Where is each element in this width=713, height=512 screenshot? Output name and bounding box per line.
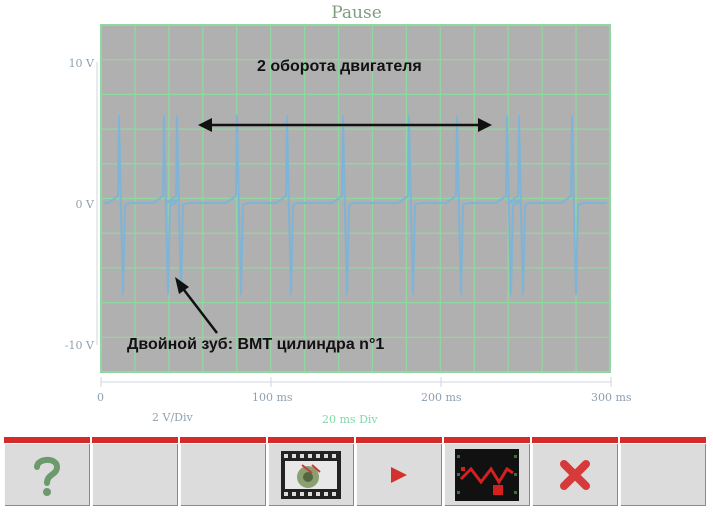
signal-trace [104,115,607,295]
x-label-200ms: 200 ms [421,391,462,404]
y-label-0v: 0 V [75,198,94,211]
span-arrow [198,118,492,132]
pointer-arrow [175,277,218,334]
annotation-double-tooth: Двойной зуб: ВМТ цилиндра n°1 [127,336,385,353]
time-per-div: 20 ms Div [322,413,378,426]
film-strip-icon [280,450,342,500]
toolbar-empty-button-2[interactable] [180,437,266,506]
close-x-icon [560,459,590,490]
y-label-minus10v: -10 V [64,339,94,352]
x-label-300ms: 300 ms [591,391,632,404]
bottom-toolbar [4,437,710,510]
trace-view-button[interactable] [444,437,530,506]
record-button[interactable] [268,437,354,506]
question-mark-icon [30,453,64,497]
screen-title: Pause [331,3,382,23]
oscilloscope-display [96,24,612,387]
x-label-0: 0 [97,391,104,404]
y-label-10v: 10 V [68,57,94,70]
waveform-screen-icon [455,448,519,501]
play-button[interactable] [356,437,442,506]
play-arrow-icon [389,466,409,484]
help-button[interactable] [4,437,90,506]
toolbar-empty-button-3[interactable] [620,437,706,506]
close-button[interactable] [532,437,618,506]
scope-frame [100,24,611,373]
x-label-100ms: 100 ms [252,391,293,404]
toolbar-empty-button-1[interactable] [92,437,178,506]
annotation-two-revolutions: 2 оборота двигателя [257,58,422,75]
voltage-per-div: 2 V/Div [152,411,193,424]
x-axis-ruler [100,377,612,387]
